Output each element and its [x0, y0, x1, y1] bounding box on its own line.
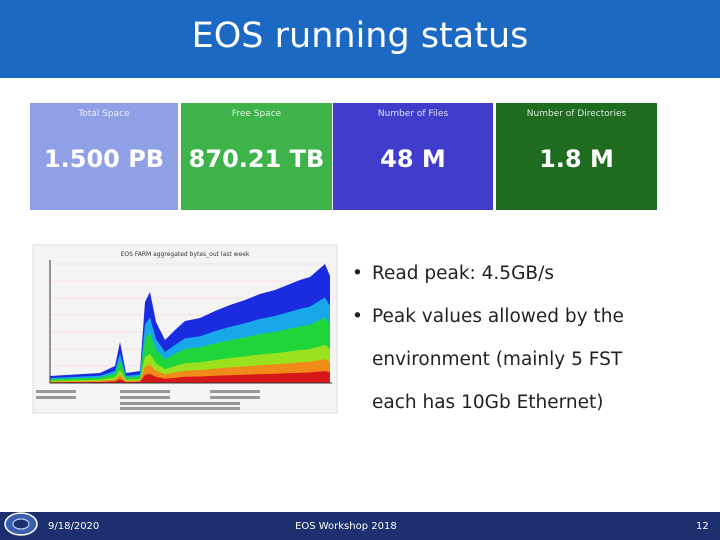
graph-legend — [36, 390, 260, 410]
stat-label: Number of Files — [377, 109, 449, 119]
graph-title: EOS FARM aggregated bytes_out last week — [121, 251, 250, 258]
event: EOS Workshop 2018 — [295, 521, 397, 532]
stat-value: 1.500 PB — [43, 145, 165, 173]
title: EOS running status — [191, 16, 529, 56]
stat-panel: Total Space 1.500 PB — [30, 103, 178, 210]
stat-label: Number of Directories — [526, 109, 627, 119]
stat-value: 870.21 TB — [188, 145, 325, 173]
stat-panel: Free Space 870.21 TB — [181, 103, 332, 210]
stat-panel: Number of Directories 1.8 M — [496, 103, 657, 210]
stat-label: Free Space — [231, 109, 282, 119]
footer: 9/18/2020 EOS Workshop 2018 12 — [0, 512, 720, 540]
header: EOS running status — [0, 0, 720, 78]
bullet: Peak values allowed by the environment (… — [352, 295, 652, 424]
date: 9/18/2020 — [48, 521, 100, 532]
bullet-list: Read peak: 4.5GB/s Peak values allowed b… — [352, 252, 652, 424]
stat-value: 1.8 M — [539, 145, 614, 173]
logo — [4, 512, 38, 536]
stat-label: Total Space — [78, 109, 130, 119]
page-number: 12 — [696, 521, 709, 532]
stat-panel: Number of Files 48 M — [333, 103, 493, 210]
stat-value: 48 M — [380, 145, 446, 173]
bullet: Read peak: 4.5GB/s — [352, 252, 652, 295]
